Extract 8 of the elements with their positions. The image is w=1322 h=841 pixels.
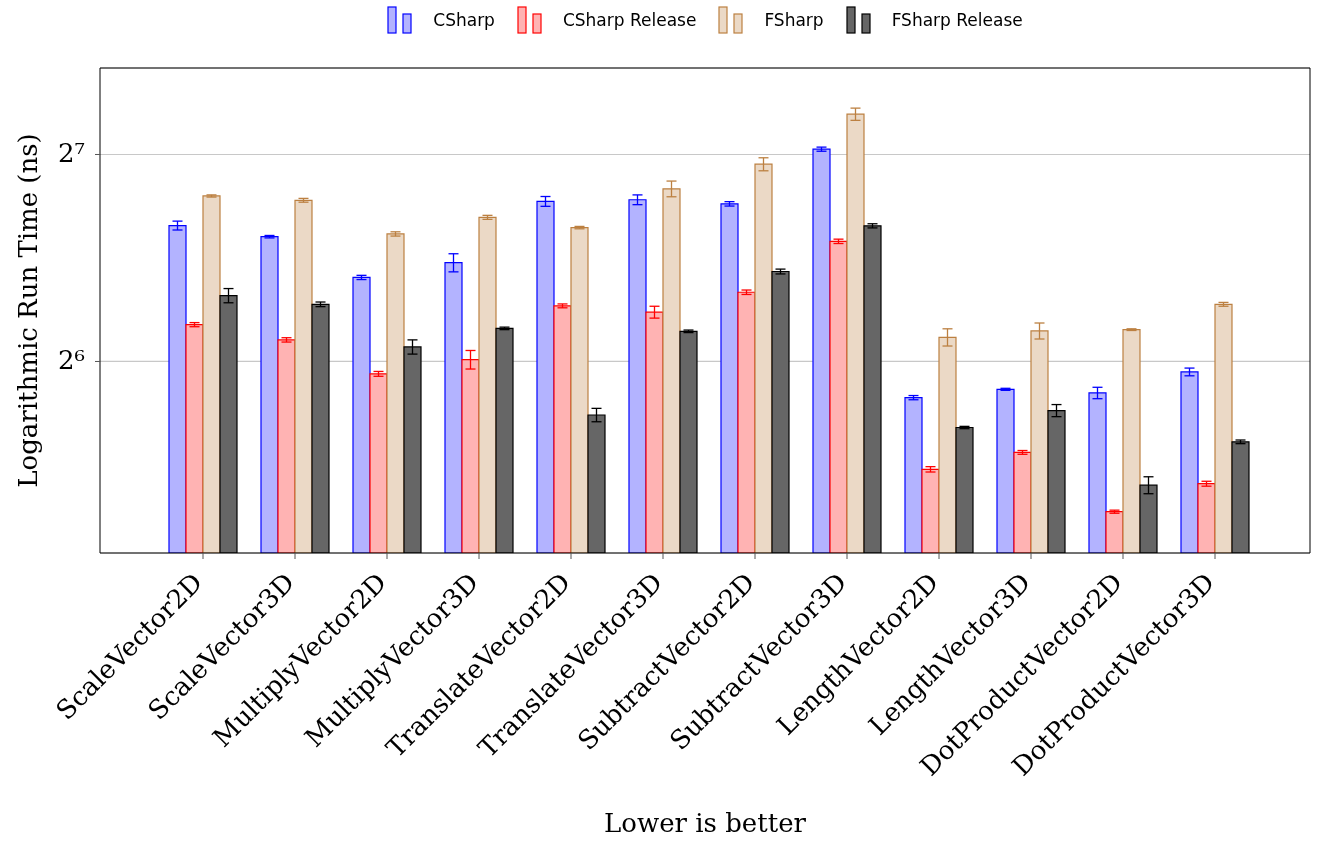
legend-label: FSharp [764, 10, 824, 30]
x-axis-title: Lower is better [604, 808, 807, 838]
legend-label: CSharp Release [562, 10, 697, 30]
y-tick-label: 2⁷ [58, 138, 85, 169]
y-axis-title: Logarithmic Run Time (ns) [13, 133, 43, 488]
y-tick-label: 2⁶ [58, 345, 85, 376]
legend-label: CSharp [433, 10, 495, 30]
legend-label: FSharp Release [891, 10, 1023, 30]
